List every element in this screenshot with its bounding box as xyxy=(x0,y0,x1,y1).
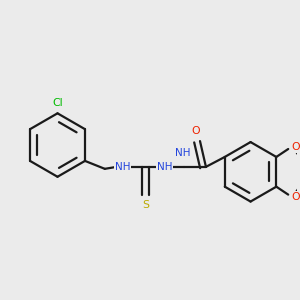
Text: NH: NH xyxy=(115,162,130,172)
Text: O: O xyxy=(292,142,300,152)
Text: NH: NH xyxy=(176,148,191,158)
Text: NH: NH xyxy=(157,162,172,172)
Text: O: O xyxy=(192,126,200,136)
Text: Cl: Cl xyxy=(52,98,63,108)
Text: S: S xyxy=(142,200,149,209)
Text: O: O xyxy=(292,192,300,202)
